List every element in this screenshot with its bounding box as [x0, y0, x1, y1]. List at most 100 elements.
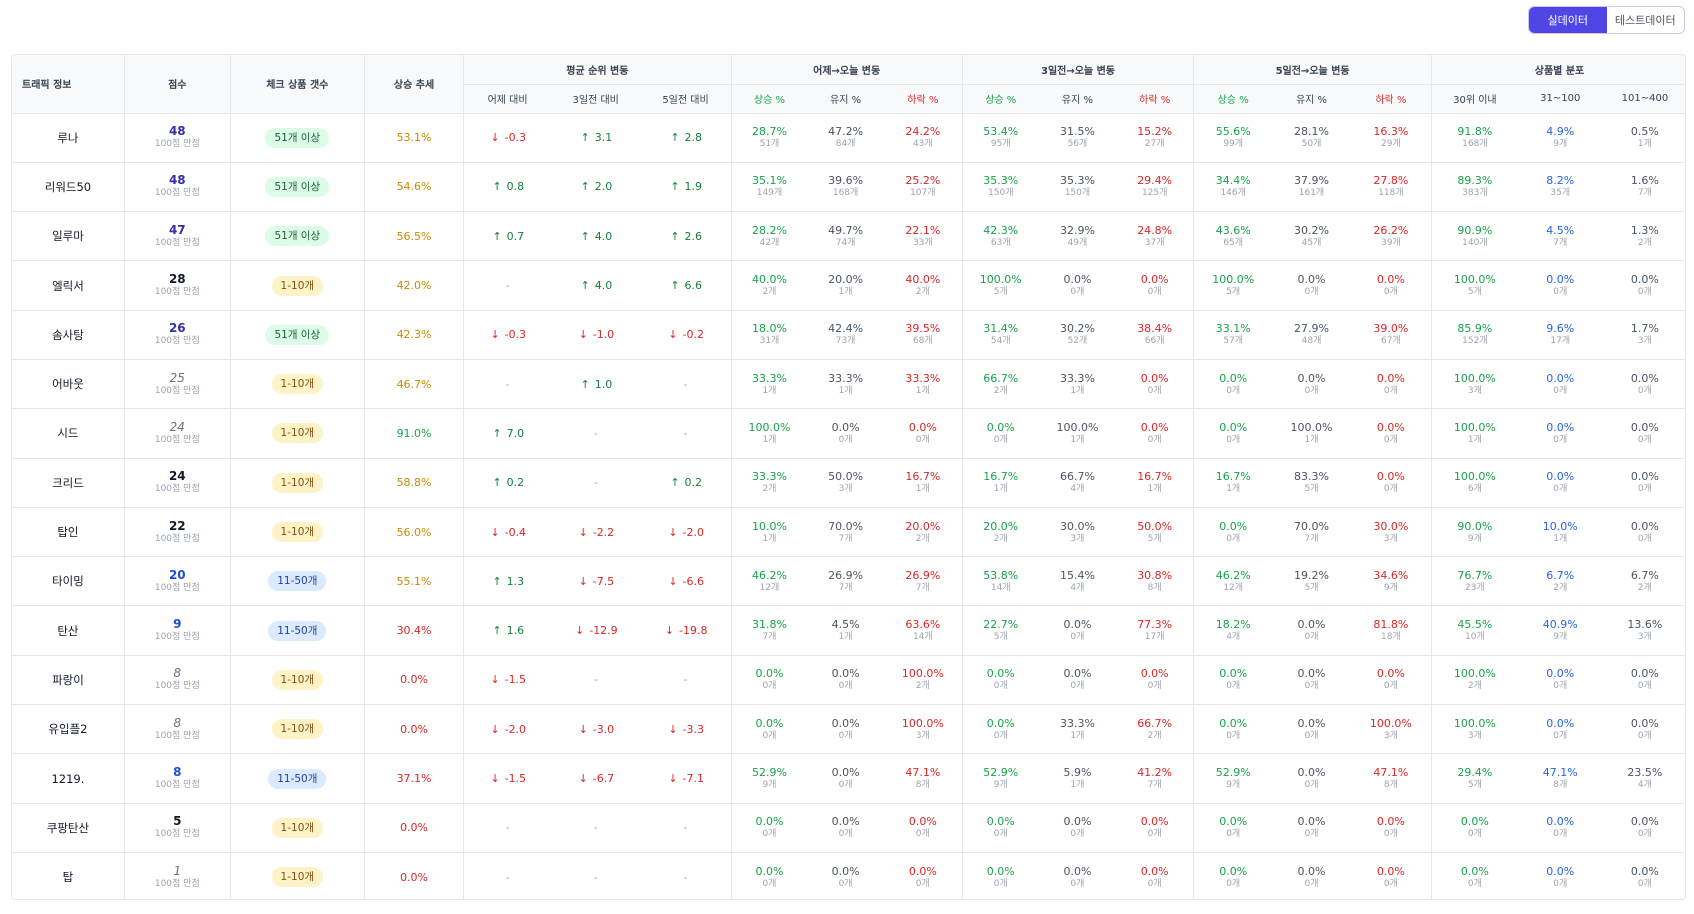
avg-rank-value: 7.0	[506, 426, 525, 440]
d3-cell: 33.3% 1개	[1038, 359, 1117, 410]
d5-cell: 33.1% 57개	[1193, 310, 1273, 360]
d1-percent: 50.0%	[828, 470, 864, 484]
subheader-change-5d-2: 하락 %	[1350, 84, 1433, 114]
real-data-button[interactable]: 실데이터	[1529, 7, 1607, 33]
d5-percent: 0.0%	[1376, 273, 1405, 287]
d3-count: 1개	[1070, 730, 1085, 741]
avg-rank-cell: ↑ 1.3	[463, 556, 551, 607]
d3-cell: 33.3% 1개	[1038, 704, 1117, 755]
d5-count: 0개	[1304, 287, 1319, 298]
subheader-change-5d-0: 상승 %	[1193, 84, 1273, 114]
traffic-name: 크리드	[52, 475, 84, 490]
table-row: 크리드 24 100점 만점 1-10개 58.8% ↑ 0.2- ↑ 0.2 33.3% 2개…	[12, 458, 1685, 508]
score-max-label: 100점 만점	[154, 582, 200, 593]
d1-cell: 40.0% 2개	[731, 260, 808, 311]
dist-cell: 0.0% 0개	[1602, 655, 1685, 706]
d3-cell: 0.0% 0개	[1116, 408, 1195, 459]
dist-percent: 23.5%	[1627, 766, 1663, 779]
d1-count: 14개	[912, 632, 933, 643]
d3-cell: 38.4% 66개	[1116, 310, 1195, 360]
dist-cell: 13.6% 3개	[1602, 605, 1685, 656]
check-count-cell: 1-10개	[230, 803, 365, 853]
score-max-label: 100점 만점	[154, 878, 200, 889]
d1-cell: 0.0% 0개	[807, 803, 884, 853]
dist-count: 0개	[1553, 681, 1568, 692]
d3-percent: 100.0%	[979, 273, 1022, 287]
d5-percent: 70.0%	[1294, 519, 1329, 533]
d3-percent: 0.0%	[1140, 371, 1169, 385]
d5-count: 3개	[1383, 533, 1398, 544]
d5-cell: 81.8% 18개	[1350, 605, 1433, 656]
d1-cell: 52.9% 9개	[731, 753, 808, 804]
arrow-down-icon: ↓	[578, 328, 588, 342]
dist-percent: 29.4%	[1457, 766, 1493, 779]
score-value: 22	[168, 518, 186, 533]
d5-cell: 0.0% 0개	[1193, 408, 1273, 459]
d5-count: 3개	[1383, 730, 1398, 741]
d3-percent: 52.9%	[983, 766, 1019, 779]
d1-count: 0개	[838, 878, 853, 889]
dist-cell: 90.9% 140개	[1431, 211, 1518, 262]
dist-count: 383개	[1462, 188, 1488, 199]
dist-percent: 9.6%	[1546, 322, 1575, 336]
score-max-label: 100점 만점	[154, 188, 200, 199]
trend-value: 30.4%	[396, 624, 432, 638]
avg-rank-value: -0.2	[682, 328, 704, 342]
d5-count: 0개	[1383, 829, 1398, 840]
d3-cell: 42.3% 63개	[962, 211, 1039, 262]
d1-percent: 63.6%	[905, 618, 941, 632]
d3-count: 0개	[993, 730, 1008, 741]
avg-rank-value: 0.2	[506, 476, 525, 490]
traffic-name-cell: 일루마	[12, 211, 125, 262]
d1-count: 2개	[762, 287, 777, 298]
dist-percent: 4.9%	[1546, 125, 1575, 139]
score-cell: 20 100점 만점	[124, 556, 231, 607]
check-count-cell: 51개 이상	[230, 211, 365, 262]
dist-cell: 0.0% 0개	[1431, 803, 1518, 853]
dist-percent: 0.0%	[1630, 716, 1659, 730]
traffic-name: 탑인	[57, 525, 79, 540]
avg-rank-value: -	[593, 821, 598, 835]
dist-cell: 76.7% 23개	[1431, 556, 1518, 607]
score-cell: 22 100점 만점	[124, 507, 231, 558]
d5-count: 0개	[1383, 878, 1398, 889]
d5-count: 0개	[1304, 780, 1319, 790]
check-count-badge: 1-10개	[271, 374, 324, 395]
d5-cell: 34.4% 146개	[1193, 162, 1273, 213]
d3-percent: 30.2%	[1059, 322, 1095, 336]
d1-percent: 24.2%	[905, 125, 941, 139]
score-cell: 8 100점 만점	[124, 655, 231, 706]
dist-percent: 76.7%	[1457, 568, 1493, 582]
d1-cell: 20.0% 2개	[883, 507, 963, 558]
dist-percent: 0.5%	[1630, 125, 1659, 139]
d1-cell: 70.0% 7개	[807, 507, 884, 558]
d1-cell: 0.0% 0개	[883, 803, 963, 853]
d3-cell: 15.2% 27개	[1116, 113, 1195, 163]
d3-count: 150개	[988, 188, 1014, 199]
d1-percent: 18.0%	[751, 322, 787, 336]
traffic-name: 1219.	[51, 771, 85, 786]
d1-percent: 39.6%	[828, 174, 864, 188]
d1-percent: 0.0%	[755, 716, 784, 730]
dist-count: 0개	[1553, 829, 1568, 840]
dist-cell: 0.0% 0개	[1602, 507, 1685, 558]
d3-count: 125개	[1141, 188, 1168, 199]
table-row: 일루마 47 100점 만점 51개 이상 56.5% ↑ 0.7 ↑ 4.0 ↑ 2.6 28…	[12, 211, 1685, 262]
dist-cell: 0.0% 0개	[1602, 408, 1685, 459]
avg-rank-cell: ↑ 0.2	[640, 458, 732, 508]
d5-cell: 100.0% 5개	[1193, 260, 1273, 311]
avg-rank-value: 3.1	[594, 131, 613, 145]
d1-percent: 10.0%	[751, 519, 787, 533]
d3-count: 1개	[993, 484, 1008, 495]
dist-percent: 0.0%	[1546, 420, 1575, 434]
check-count-cell: 1-10개	[230, 359, 365, 410]
subheader-dist-1: 31~100	[1517, 84, 1603, 114]
d3-cell: 0.0% 0개	[1116, 852, 1195, 899]
test-data-button[interactable]: 테스트데이터	[1607, 7, 1685, 33]
d3-percent: 100.0%	[1056, 420, 1099, 434]
subheader-change-3d-0: 상승 %	[962, 84, 1039, 114]
d3-cell: 0.0% 0개	[1116, 803, 1195, 853]
d5-cell: 0.0% 0개	[1272, 359, 1351, 410]
traffic-name: 어바웃	[52, 377, 84, 392]
d1-count: 42개	[759, 237, 780, 248]
